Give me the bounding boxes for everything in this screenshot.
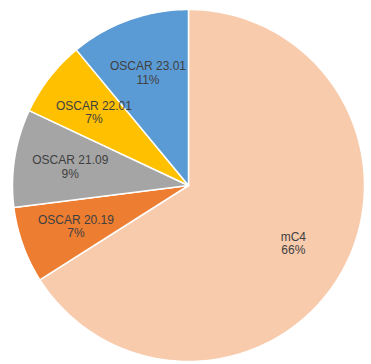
svg-text:mC466%: mC466% [281, 230, 307, 258]
svg-text:OSCAR 22.017%: OSCAR 22.017% [56, 99, 132, 127]
svg-text:OSCAR 20.197%: OSCAR 20.197% [38, 213, 114, 241]
svg-text:OSCAR 21.099%: OSCAR 21.099% [32, 153, 108, 181]
svg-text:OSCAR 23.0111%: OSCAR 23.0111% [110, 59, 186, 87]
